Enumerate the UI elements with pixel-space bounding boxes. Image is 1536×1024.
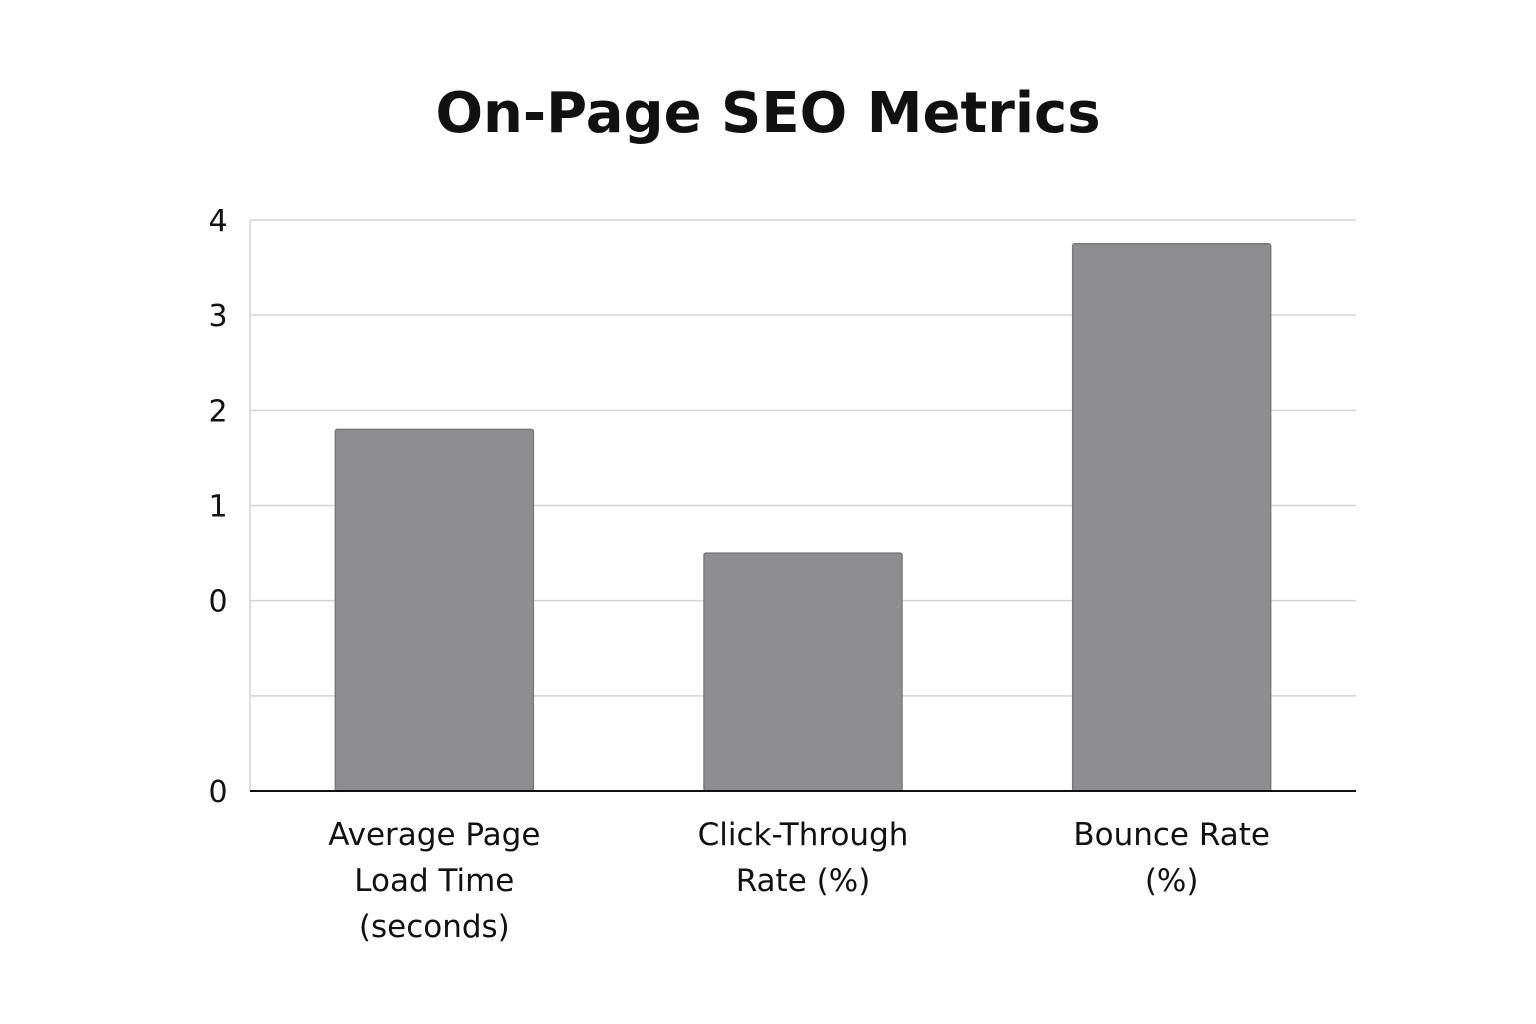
bar bbox=[703, 552, 903, 792]
x-category-label: Bounce Rate bbox=[1073, 817, 1270, 853]
bar bbox=[334, 428, 535, 792]
chart-title: On-Page SEO Metrics bbox=[435, 81, 1100, 146]
x-category-label: Click-Through bbox=[698, 817, 909, 853]
y-tick-label: 3 bbox=[208, 299, 227, 334]
bar bbox=[1071, 243, 1272, 792]
x-category-label: Average Page bbox=[328, 817, 540, 853]
y-tick-label: 0 bbox=[208, 775, 227, 810]
category-labels: Average Page Load Time (seconds) Click-Thro… bbox=[328, 817, 1270, 945]
y-tick-label: 4 bbox=[208, 204, 227, 239]
x-category-label: Load Time bbox=[354, 863, 514, 899]
bars bbox=[334, 243, 1272, 792]
y-tick-label: 0 bbox=[208, 585, 227, 620]
x-category-label: (%) bbox=[1145, 863, 1199, 899]
x-category-label: (seconds) bbox=[359, 909, 510, 945]
y-tick-label: 1 bbox=[208, 490, 227, 525]
y-axis-tick-labels: 4 3 2 1 0 0 bbox=[208, 204, 227, 810]
x-category-label: Rate (%) bbox=[736, 863, 871, 899]
y-tick-label: 2 bbox=[208, 394, 227, 429]
